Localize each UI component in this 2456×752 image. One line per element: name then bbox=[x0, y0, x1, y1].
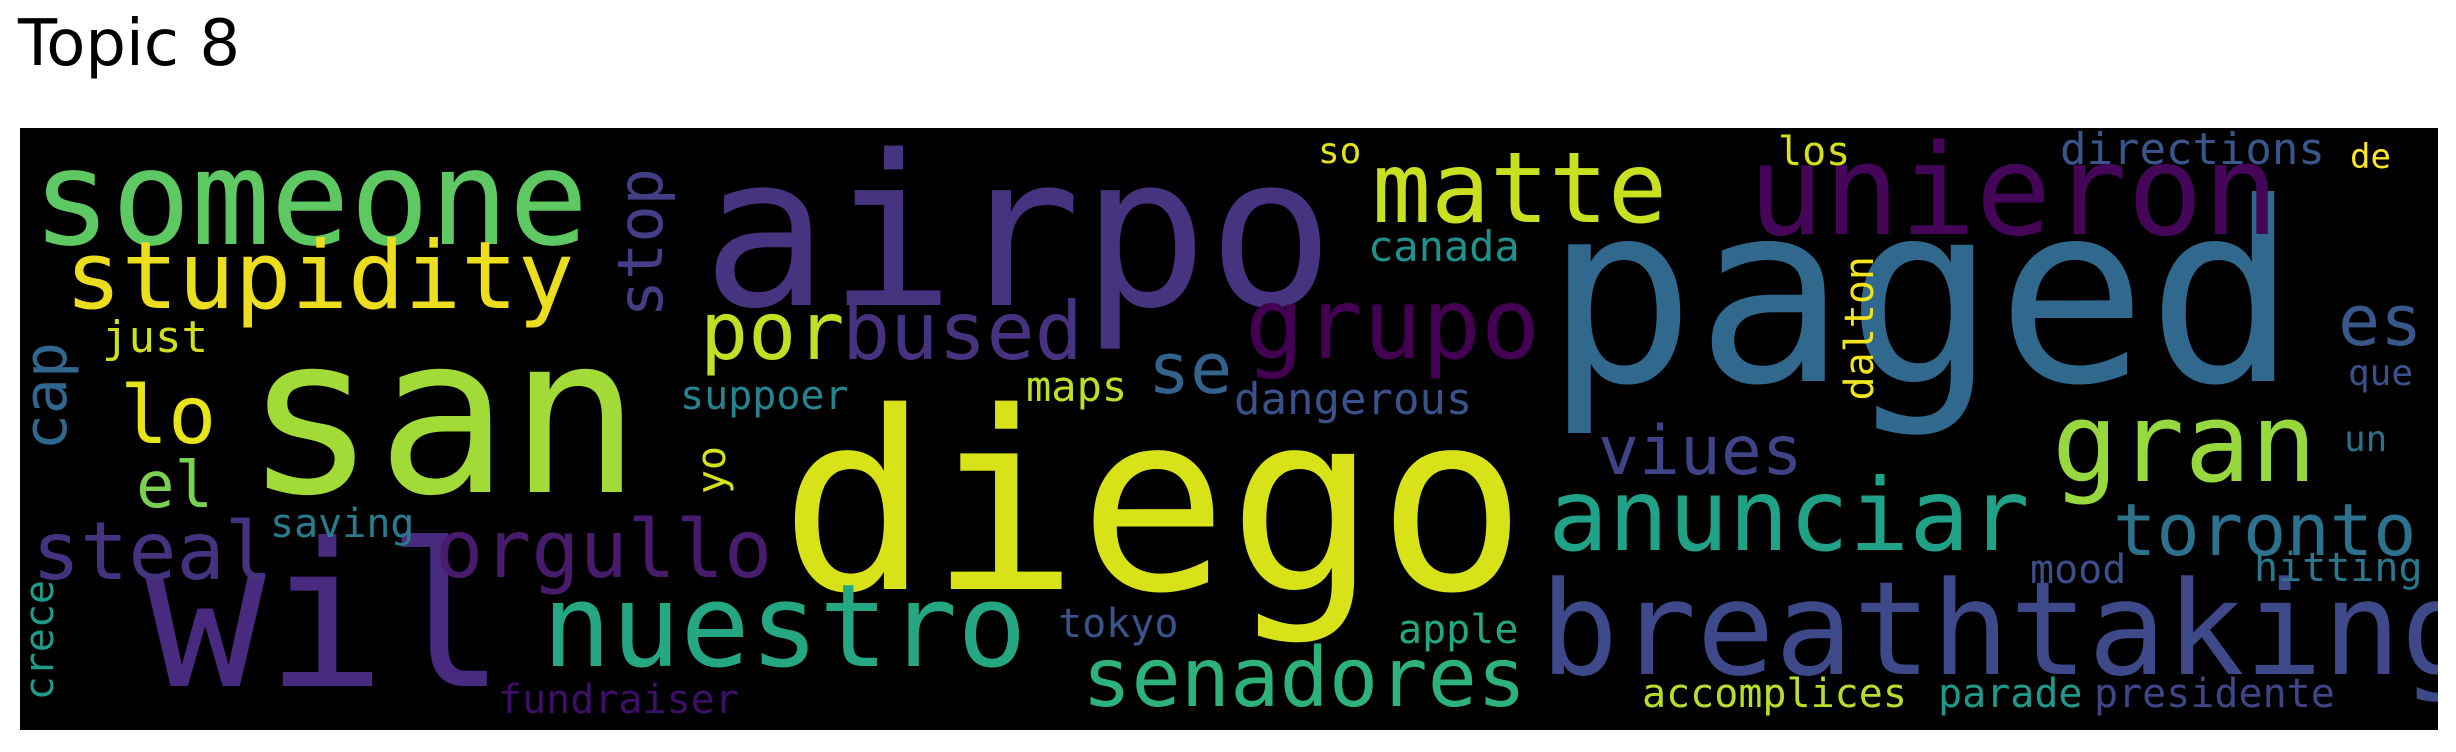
word-cloud: diego paged san airpo wil breathtaking s… bbox=[20, 128, 2438, 730]
word-crece: crece bbox=[20, 580, 63, 701]
word-so: so bbox=[1318, 131, 1362, 172]
word-se: se bbox=[1148, 328, 1233, 410]
word-los: los bbox=[1778, 129, 1851, 175]
word-que: que bbox=[2348, 353, 2414, 394]
word-san: san bbox=[244, 288, 642, 544]
word-gran: gran bbox=[2052, 379, 2317, 507]
word-canada: canada bbox=[1368, 222, 1520, 271]
word-nuestro: nuestro bbox=[542, 560, 1027, 694]
word-mood: mood bbox=[2030, 547, 2127, 593]
word-toronto: toronto bbox=[2113, 488, 2417, 572]
word-yo: yo bbox=[689, 446, 735, 495]
word-suppoer: suppoer bbox=[680, 373, 849, 419]
word-presidente: presidente bbox=[2094, 671, 2335, 717]
word-apple: apple bbox=[1398, 607, 1519, 653]
word-breathtaking: breathtaking bbox=[1540, 553, 2438, 705]
word-senadores: senadores bbox=[1082, 631, 1527, 726]
word-stop: stop bbox=[604, 168, 677, 318]
word-steal: steal bbox=[32, 505, 273, 598]
word-wil: wil bbox=[145, 501, 507, 730]
word-un: un bbox=[2344, 419, 2388, 460]
word-viues: viues bbox=[1598, 412, 1803, 491]
word-cap: cap bbox=[20, 342, 81, 451]
word-hitting: hitting bbox=[2254, 545, 2423, 591]
word-someone: someone bbox=[32, 128, 589, 276]
word-orgullo: orgullo bbox=[435, 503, 773, 596]
word-accomplices: accomplices bbox=[1642, 671, 1907, 717]
word-anunciar: anunciar bbox=[1548, 457, 2030, 574]
word-just: just bbox=[102, 312, 208, 363]
word-es: es bbox=[2338, 280, 2423, 362]
word-lo: lo bbox=[120, 369, 217, 462]
word-paged: paged bbox=[1545, 149, 2298, 440]
word-de: de bbox=[2350, 137, 2391, 177]
word-parade: parade bbox=[1938, 671, 2083, 717]
word-dalton: dalton bbox=[1837, 256, 1883, 401]
word-directions: directions bbox=[2060, 128, 2325, 175]
word-diego: diego bbox=[780, 360, 1527, 648]
word-saving: saving bbox=[270, 501, 415, 547]
word-grupo: grupo bbox=[1245, 268, 1541, 382]
figure-title: Topic 8 bbox=[18, 7, 241, 81]
word-el: el bbox=[136, 449, 214, 523]
word-unieron: unieron bbox=[1748, 128, 2280, 264]
word-stupidity: stupidity bbox=[65, 222, 575, 331]
word-bused: bused bbox=[842, 285, 1083, 378]
word-por: por bbox=[700, 285, 845, 378]
word-fundraiser: fundraiser bbox=[498, 677, 739, 723]
word-matte: matte bbox=[1372, 132, 1668, 246]
word-maps: maps bbox=[1026, 362, 1128, 411]
word-dangerous: dangerous bbox=[1234, 374, 1473, 425]
word-tokyo: tokyo bbox=[1058, 601, 1179, 647]
word-airpo: airpo bbox=[702, 128, 1335, 355]
